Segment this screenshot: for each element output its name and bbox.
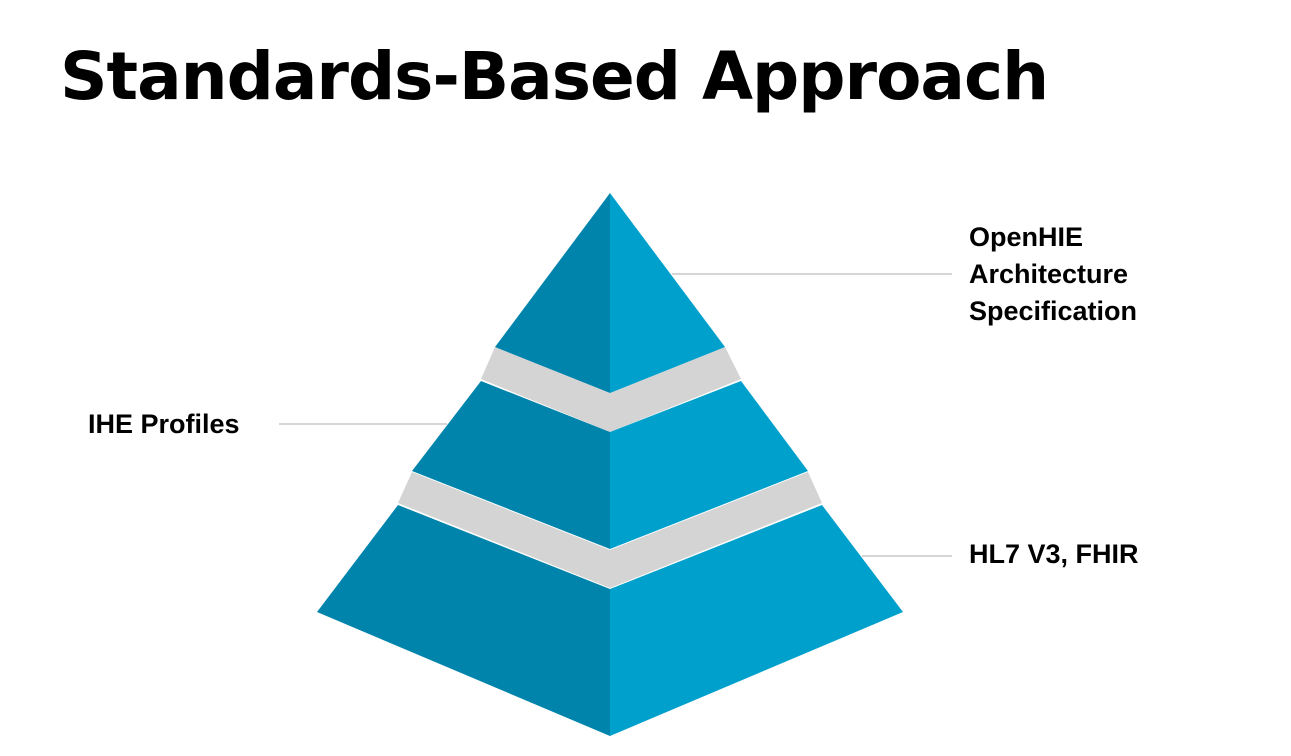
label-top-line-1: OpenHIE	[969, 222, 1084, 252]
pyramid-gap-lower	[398, 472, 822, 588]
label-hl7-v3-fhir: HL7 V3, FHIR	[969, 539, 1139, 569]
pyramid-bottom-tier-left-face	[317, 505, 610, 736]
pyramid-middle-tier-right-face	[610, 381, 808, 549]
label-top-line-2: Architecture	[969, 259, 1129, 289]
label-top-line-3: Specification	[969, 296, 1138, 326]
label-ihe-profiles: IHE Profiles	[88, 409, 240, 439]
label-openhie-architecture-specification: OpenHIE Architecture Specification	[969, 219, 1137, 330]
slide-title: Standards-Based Approach	[60, 38, 1049, 115]
pyramid-bottom-tier-right-face	[610, 505, 903, 736]
pyramid-middle-tier-left-face	[412, 381, 610, 549]
pyramid-top-tier-right-face	[610, 193, 725, 393]
pyramid-top-tier-left-face	[495, 193, 610, 393]
pyramid-gap-upper	[481, 347, 741, 432]
